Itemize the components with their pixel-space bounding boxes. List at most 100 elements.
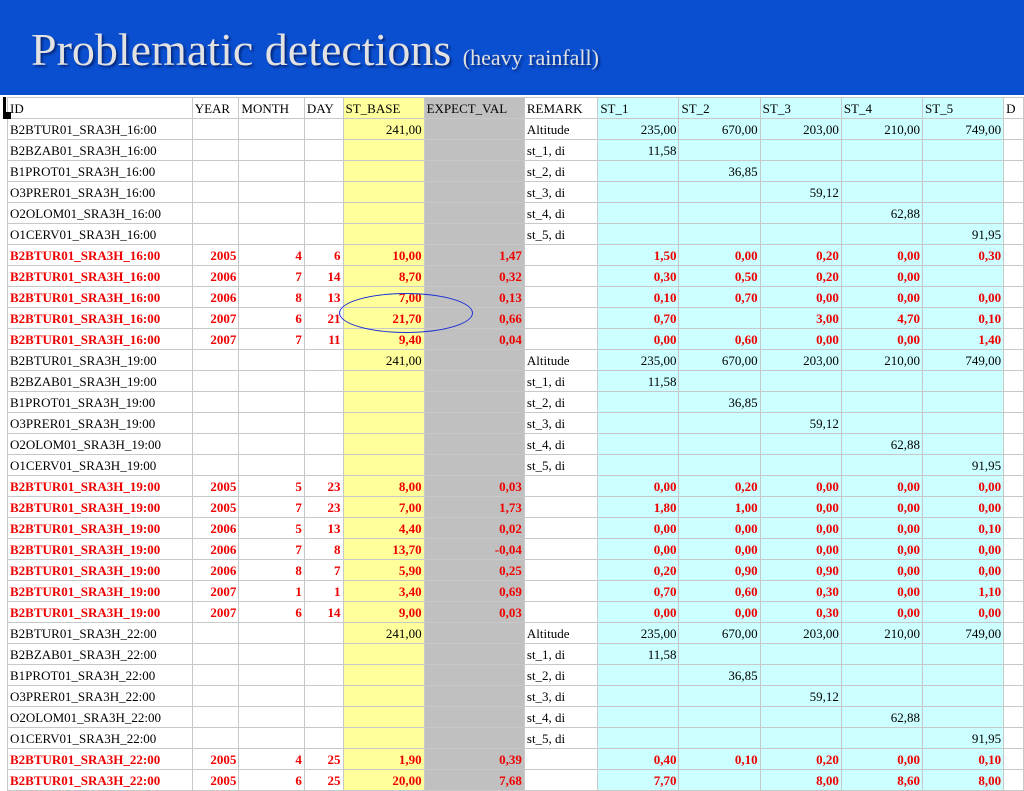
table-cell[interactable]: 0,00: [840, 328, 924, 350]
table-cell[interactable]: [1003, 601, 1024, 623]
table-cell[interactable]: [678, 223, 761, 245]
table-cell[interactable]: B2BTUR01_SRA3H_19:00: [7, 580, 193, 602]
table-cell[interactable]: 0,32: [423, 265, 525, 287]
table-cell[interactable]: 0,60: [678, 580, 761, 602]
table-cell[interactable]: 1: [303, 580, 344, 602]
table-cell[interactable]: B2BTUR01_SRA3H_19:00: [7, 601, 193, 623]
column-header[interactable]: ID: [7, 97, 193, 119]
table-cell[interactable]: 2007: [191, 580, 240, 602]
table-cell[interactable]: [303, 412, 344, 434]
table-cell[interactable]: [597, 685, 680, 707]
table-cell[interactable]: 235,00: [597, 349, 680, 371]
table-cell[interactable]: [1003, 202, 1024, 224]
table-cell[interactable]: st_3, di: [523, 181, 599, 203]
table-cell[interactable]: [759, 727, 842, 749]
table-cell[interactable]: 1,73: [423, 496, 525, 518]
table-cell[interactable]: [423, 223, 525, 245]
table-cell[interactable]: [921, 202, 1005, 224]
table-cell[interactable]: [597, 412, 680, 434]
column-header[interactable]: ST_3: [759, 97, 842, 119]
table-cell[interactable]: [523, 580, 599, 602]
table-cell[interactable]: 203,00: [759, 622, 842, 644]
table-cell[interactable]: 0,00: [678, 244, 761, 266]
table-cell[interactable]: 0,00: [759, 286, 842, 308]
table-cell[interactable]: [840, 181, 924, 203]
table-cell[interactable]: [597, 727, 680, 749]
table-cell[interactable]: [423, 622, 525, 644]
table-cell[interactable]: 91,95: [921, 223, 1005, 245]
table-cell[interactable]: [523, 265, 599, 287]
table-cell[interactable]: [238, 202, 305, 224]
table-cell[interactable]: 241,00: [342, 349, 425, 371]
table-cell[interactable]: st_3, di: [523, 685, 599, 707]
table-cell[interactable]: [597, 160, 680, 182]
table-cell[interactable]: st_4, di: [523, 202, 599, 224]
table-cell[interactable]: [759, 139, 842, 161]
table-cell[interactable]: 59,12: [759, 685, 842, 707]
table-cell[interactable]: 2005: [191, 769, 240, 791]
table-cell[interactable]: 0,10: [921, 517, 1005, 539]
table-cell[interactable]: 59,12: [759, 181, 842, 203]
table-cell[interactable]: [238, 160, 305, 182]
table-cell[interactable]: [678, 370, 761, 392]
table-cell[interactable]: 14: [303, 601, 344, 623]
table-cell[interactable]: [423, 706, 525, 728]
table-cell[interactable]: [523, 244, 599, 266]
table-cell[interactable]: st_5, di: [523, 727, 599, 749]
table-cell[interactable]: 0,00: [921, 601, 1005, 623]
table-cell[interactable]: 5,90: [342, 559, 425, 581]
table-cell[interactable]: [523, 538, 599, 560]
table-cell[interactable]: 0,00: [678, 601, 761, 623]
table-cell[interactable]: [840, 664, 924, 686]
table-cell[interactable]: 23: [303, 496, 344, 518]
table-cell[interactable]: [523, 748, 599, 770]
table-cell[interactable]: [1003, 370, 1024, 392]
table-cell[interactable]: [342, 664, 425, 686]
table-cell[interactable]: 21: [303, 307, 344, 329]
table-cell[interactable]: 7: [238, 538, 305, 560]
table-cell[interactable]: [423, 160, 525, 182]
table-cell[interactable]: 0,13: [423, 286, 525, 308]
table-cell[interactable]: B2BTUR01_SRA3H_16:00: [7, 307, 193, 329]
table-cell[interactable]: 210,00: [840, 349, 924, 371]
table-cell[interactable]: B2BTUR01_SRA3H_19:00: [7, 517, 193, 539]
table-cell[interactable]: 10,00: [342, 244, 425, 266]
table-cell[interactable]: [523, 601, 599, 623]
table-cell[interactable]: [921, 433, 1005, 455]
table-cell[interactable]: [191, 433, 240, 455]
table-cell[interactable]: [303, 181, 344, 203]
table-cell[interactable]: 36,85: [678, 391, 761, 413]
table-cell[interactable]: 203,00: [759, 118, 842, 140]
table-cell[interactable]: [238, 454, 305, 476]
table-cell[interactable]: 13,70: [342, 538, 425, 560]
table-cell[interactable]: 8,00: [921, 769, 1005, 791]
table-cell[interactable]: 7: [238, 265, 305, 287]
table-cell[interactable]: 0,00: [921, 559, 1005, 581]
table-cell[interactable]: 25: [303, 769, 344, 791]
table-cell[interactable]: [1003, 496, 1024, 518]
table-cell[interactable]: [423, 433, 525, 455]
table-cell[interactable]: [303, 370, 344, 392]
table-cell[interactable]: 0,04: [423, 328, 525, 350]
table-cell[interactable]: 13: [303, 517, 344, 539]
table-cell[interactable]: 0,40: [597, 748, 680, 770]
table-cell[interactable]: [342, 643, 425, 665]
table-cell[interactable]: 749,00: [921, 118, 1005, 140]
table-cell[interactable]: [238, 643, 305, 665]
table-cell[interactable]: [342, 223, 425, 245]
table-cell[interactable]: B2BZAB01_SRA3H_22:00: [7, 643, 193, 665]
table-cell[interactable]: 0,10: [678, 748, 761, 770]
table-cell[interactable]: [678, 202, 761, 224]
table-cell[interactable]: [191, 391, 240, 413]
table-cell[interactable]: 8,00: [759, 769, 842, 791]
table-cell[interactable]: B2BTUR01_SRA3H_19:00: [7, 349, 193, 371]
table-cell[interactable]: [1003, 622, 1024, 644]
table-cell[interactable]: [238, 433, 305, 455]
table-cell[interactable]: 0,00: [840, 517, 924, 539]
table-cell[interactable]: [423, 370, 525, 392]
table-cell[interactable]: [191, 181, 240, 203]
table-cell[interactable]: [191, 664, 240, 686]
table-cell[interactable]: 11,58: [597, 643, 680, 665]
table-cell[interactable]: 2005: [191, 748, 240, 770]
table-cell[interactable]: [840, 370, 924, 392]
